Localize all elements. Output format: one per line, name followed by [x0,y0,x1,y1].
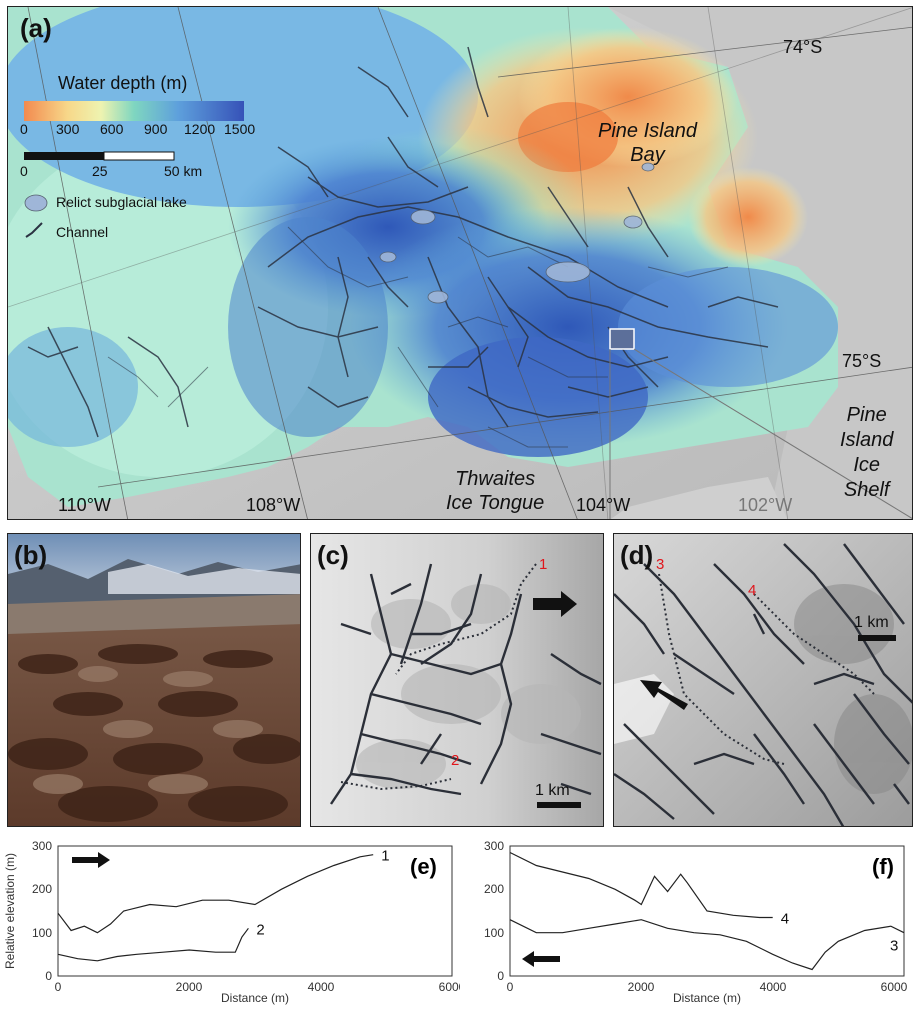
channel-legend-label: Channel [56,224,109,240]
landscape-photo [8,534,300,826]
profile-line-1 [395,563,537,675]
place-thwaites: Thwaites Ice Tongue [446,467,544,515]
scalebar-tick: 25 [92,163,108,179]
y-tick-label: 100 [32,926,52,940]
colorbar-tick: 1200 [184,121,216,137]
profile-line-2 [340,778,452,791]
x-axis-title: Distance (m) [673,991,741,1005]
direction-arrow [72,852,110,868]
y-tick-label: 200 [32,882,52,896]
bathymetry-map [8,7,912,519]
series-label-4: 4 [781,911,789,928]
scale-label-c: 1 km [535,782,570,799]
direction-arrow [522,951,560,967]
panel-e-label: (e) [410,854,437,879]
place-line: Pine [846,404,887,426]
lon-label-102w: 102°W [738,495,793,515]
panel-b-label: (b) [14,540,48,570]
depth-legend-title: Water depth (m) [58,73,188,93]
lake-legend-swatch [24,194,48,212]
panel-c-relief: (c) 1 2 1 km [310,533,604,827]
inset-box [609,328,635,350]
place-line: Island [840,429,894,451]
x-tick-label: 4000 [308,980,335,994]
scalebar-tick: 0 [20,163,28,179]
scalebar-tick: 50 km [164,163,203,179]
lat-label-74s: 74°S [783,37,823,57]
panel-d-label: (d) [620,540,654,570]
chart-e-svg: Relative elevation (m) Distance (m) 0 10… [3,839,460,1005]
y-axis-title: Relative elevation (m) [3,853,17,969]
place-pine-island-bay: Pine Island Bay [598,119,697,167]
panel-f-chart: Distance (m) 0 100 200 300 0 2000 4000 6… [470,836,916,1006]
colorbar-tick: 0 [20,121,28,137]
scalebar [24,152,104,160]
point-label-1: 1 [539,556,548,573]
flow-arrow [640,680,688,710]
colorbar-tick: 900 [144,121,168,137]
place-line: Shelf [843,479,890,501]
plot-frame [509,845,905,977]
point-label-4: 4 [748,582,757,599]
lake-legend-label: Relict subglacial lake [56,194,187,210]
depth-colorbar [24,101,244,121]
lon-label-104w: 104°W [576,495,631,515]
plot-frame [57,845,453,977]
point-label-3: 3 [656,556,665,573]
panel-a-map: (a) Water depth (m) 0 300 600 900 1200 1… [7,6,913,520]
scalebar-c [537,802,581,808]
series-line-2 [57,927,249,962]
x-tick-label: 6000 [881,980,908,994]
y-tick-label: 200 [484,882,504,896]
y-tick-label: 300 [32,839,52,853]
x-tick-label: 4000 [760,980,787,994]
series-label-1: 1 [381,848,389,865]
place-line: Ice [853,454,881,476]
panel-a-label: (a) [20,13,52,43]
y-tick-label: 0 [497,969,504,983]
channel-legend-swatch [25,222,43,238]
colorbar-tick: 300 [56,121,80,137]
lon-label-108w: 108°W [246,495,301,515]
series-label-2: 2 [256,921,264,938]
panel-b-photo: (b) [7,533,301,827]
relief-map-d [614,534,912,826]
x-tick-label: 2000 [176,980,203,994]
chart-f-svg: Distance (m) 0 100 200 300 0 2000 4000 6… [484,839,908,1005]
x-tick-label: 0 [507,980,514,994]
colorbar-tick: 1500 [224,121,256,137]
series-label-3: 3 [890,938,898,955]
lat-label-75s: 75°S [842,351,882,371]
panel-e-chart: Relative elevation (m) Distance (m) 0 10… [0,836,460,1006]
scale-label-d: 1 km [854,614,889,631]
profile-line-3 [658,573,785,765]
series-line-4 [509,851,773,919]
colorbar-tick: 600 [100,121,124,137]
point-label-2: 2 [451,752,460,769]
panel-d-relief: (d) 3 4 1 km [613,533,913,827]
y-tick-label: 300 [484,839,504,853]
place-pine-island-ice-shelf: Pine Island Ice Shelf [840,403,893,503]
panel-c-label: (c) [317,540,349,570]
place-line: Bay [630,144,665,166]
place-line: Thwaites [455,468,536,490]
lon-label-110w: 110°W [58,495,111,515]
y-tick-label: 0 [45,969,52,983]
place-line: Pine Island [598,120,697,142]
panel-f-label: (f) [872,854,894,879]
y-tick-label: 100 [484,926,504,940]
x-tick-label: 6000 [439,980,460,994]
series-line-1 [57,854,374,934]
series-line-3 [509,919,905,971]
x-tick-label: 2000 [628,980,655,994]
x-tick-label: 0 [55,980,62,994]
relief-map-c [311,534,603,826]
place-line: Ice Tongue [446,492,545,514]
scalebar-d [858,635,896,641]
x-axis-title: Distance (m) [221,991,289,1005]
flow-arrow [533,591,577,617]
